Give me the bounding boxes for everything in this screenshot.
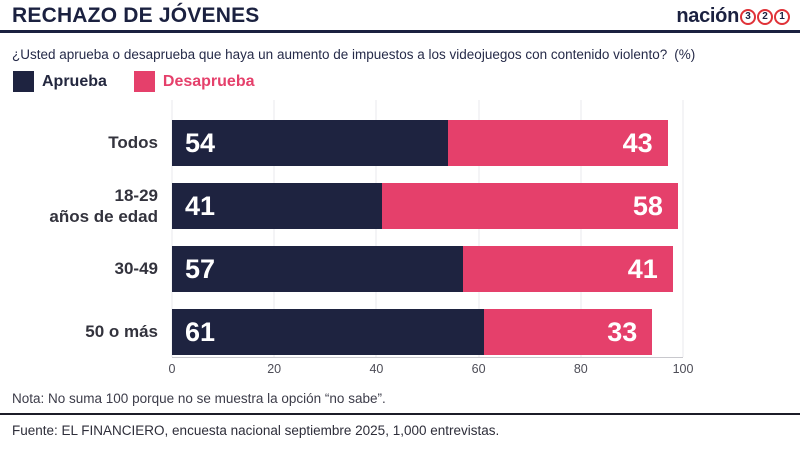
bar-row: 54 43 <box>172 120 683 183</box>
bar-segment-desaprueba: 43 <box>447 120 668 166</box>
brand-name: nación <box>676 5 739 27</box>
page-title: RECHAZO DE JÓVENES <box>12 4 260 27</box>
desaprueba-swatch <box>133 71 155 92</box>
bar-segment-aprueba: 41 <box>172 183 382 229</box>
legend-item-aprueba: Aprueba <box>13 71 107 92</box>
bar-value-label: 58 <box>632 190 663 221</box>
chart-question: ¿Usted aprueba o desaprueba que haya un … <box>12 47 695 62</box>
bar-segment-aprueba: 61 <box>172 309 484 355</box>
x-tick-label: 0 <box>168 362 176 376</box>
x-tick-label: 20 <box>267 362 282 376</box>
bar-value-label: 43 <box>622 127 653 158</box>
row-label: Todos <box>108 133 158 153</box>
bar-row: 41 58 <box>172 183 683 246</box>
bar-segment-aprueba: 57 <box>172 246 464 292</box>
bar-value-label: 54 <box>185 127 216 158</box>
x-tick-label: 80 <box>573 362 588 376</box>
note-text: Nota: No suma 100 porque no se muestra l… <box>12 391 386 406</box>
nacion321-logo: nación 3 2 1 <box>676 5 790 28</box>
bar-segment-desaprueba: 33 <box>483 309 653 355</box>
row-label: 30-49 <box>114 259 158 279</box>
legend-label-desaprueba: Desaprueba <box>162 72 255 90</box>
x-tick-label: 100 <box>672 362 694 376</box>
gridline <box>682 100 684 357</box>
question-text: ¿Usted aprueba o desaprueba que haya un … <box>12 47 668 62</box>
x-tick-label: 40 <box>369 362 384 376</box>
bar-value-label: 33 <box>607 316 638 347</box>
bar-value-label: 41 <box>185 190 216 221</box>
bar-segment-desaprueba: 41 <box>463 246 673 292</box>
row-label: 18-29 años de edad <box>49 185 158 226</box>
x-axis: 0 20 40 60 80 100 <box>168 362 694 378</box>
unit-label: (%) <box>674 47 696 62</box>
bar-row: 61 33 <box>172 309 683 372</box>
legend-label-aprueba: Aprueba <box>42 72 107 90</box>
bar-segment-aprueba: 54 <box>172 120 448 166</box>
row-label: 50 o más <box>85 322 158 342</box>
category-labels: Todos 18-29 años de edad 30-49 50 o más <box>0 120 160 372</box>
legend: Aprueba Desaprueba <box>13 71 282 92</box>
bar-chart: 54 43 41 58 57 41 61 33 <box>172 120 683 372</box>
bar-value-label: 61 <box>185 316 216 347</box>
source-text: Fuente: EL FINANCIERO, encuesta nacional… <box>12 423 500 438</box>
x-tick-label: 60 <box>471 362 486 376</box>
bar-value-label: 57 <box>185 253 216 284</box>
aprueba-swatch <box>13 71 34 92</box>
badge-1-icon: 1 <box>774 8 790 25</box>
bar-segment-desaprueba: 58 <box>381 183 678 229</box>
bar-row: 57 41 <box>172 246 683 309</box>
badge-2-icon: 2 <box>757 8 773 25</box>
badge-3-icon: 3 <box>740 8 756 25</box>
footer-divider <box>0 413 800 415</box>
legend-item-desaprueba: Desaprueba <box>133 71 255 92</box>
bar-value-label: 41 <box>627 253 658 284</box>
title-divider <box>0 30 800 33</box>
